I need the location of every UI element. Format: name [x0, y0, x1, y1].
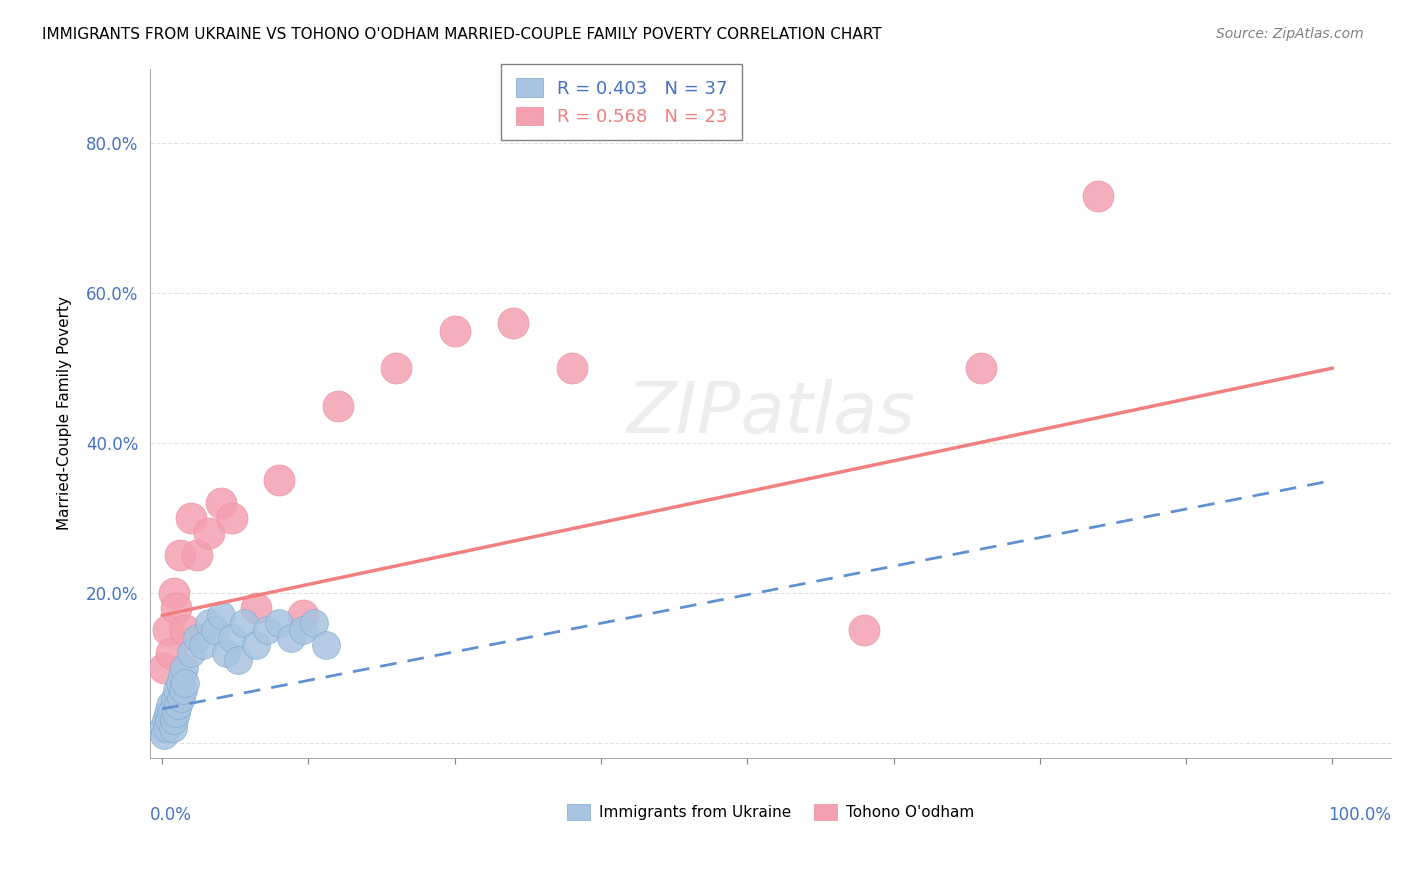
Text: IMMIGRANTS FROM UKRAINE VS TOHONO O'ODHAM MARRIED-COUPLE FAMILY POVERTY CORRELAT: IMMIGRANTS FROM UKRAINE VS TOHONO O'ODHA… — [42, 27, 882, 42]
Point — [173, 661, 195, 675]
Point — [853, 624, 876, 638]
Point — [180, 646, 202, 660]
Point — [170, 668, 193, 682]
Point — [245, 600, 267, 615]
Point — [166, 683, 188, 698]
Point — [169, 675, 191, 690]
Point — [209, 496, 232, 510]
Point — [153, 661, 176, 675]
Point — [160, 706, 183, 720]
Point — [221, 631, 243, 645]
Point — [269, 474, 291, 488]
Point — [172, 683, 194, 698]
Point — [215, 646, 238, 660]
Point — [191, 638, 214, 652]
Point — [156, 624, 179, 638]
Point — [502, 316, 524, 330]
Y-axis label: Married-Couple Family Poverty: Married-Couple Family Poverty — [58, 296, 72, 530]
Point — [170, 690, 193, 705]
Text: 100.0%: 100.0% — [1329, 805, 1391, 824]
Point — [561, 361, 583, 376]
Text: Source: ZipAtlas.com: Source: ZipAtlas.com — [1216, 27, 1364, 41]
Point — [165, 600, 187, 615]
Legend: Immigrants from Ukraine, Tohono O'odham: Immigrants from Ukraine, Tohono O'odham — [555, 792, 987, 832]
Point — [226, 653, 249, 667]
Point — [209, 608, 232, 623]
Text: 0.0%: 0.0% — [150, 805, 193, 824]
Point — [180, 511, 202, 525]
Point — [162, 721, 184, 735]
Point — [155, 713, 177, 727]
Point — [221, 511, 243, 525]
Point — [1087, 189, 1109, 203]
Point — [269, 615, 291, 630]
Point — [163, 713, 186, 727]
Point — [198, 615, 221, 630]
Point — [174, 675, 197, 690]
Point — [156, 706, 179, 720]
Point — [385, 361, 408, 376]
Point — [163, 586, 186, 600]
Point — [174, 624, 197, 638]
Point — [167, 698, 190, 713]
Point — [315, 638, 337, 652]
Point — [152, 721, 174, 735]
Point — [186, 549, 208, 563]
Point — [169, 549, 191, 563]
Point — [157, 713, 180, 727]
Point — [186, 631, 208, 645]
Point — [153, 728, 176, 742]
Text: ZIPatlas: ZIPatlas — [626, 378, 915, 448]
Point — [291, 608, 314, 623]
Point — [280, 631, 302, 645]
Point — [245, 638, 267, 652]
Point — [302, 615, 325, 630]
Point — [163, 690, 186, 705]
Point — [970, 361, 993, 376]
Point — [443, 324, 465, 338]
Point — [198, 525, 221, 540]
Point — [160, 646, 183, 660]
Point — [165, 706, 187, 720]
Point — [204, 624, 226, 638]
Point — [233, 615, 256, 630]
Point — [291, 624, 314, 638]
Point — [256, 624, 278, 638]
Point — [156, 721, 179, 735]
Point — [326, 399, 349, 413]
Point — [159, 698, 181, 713]
